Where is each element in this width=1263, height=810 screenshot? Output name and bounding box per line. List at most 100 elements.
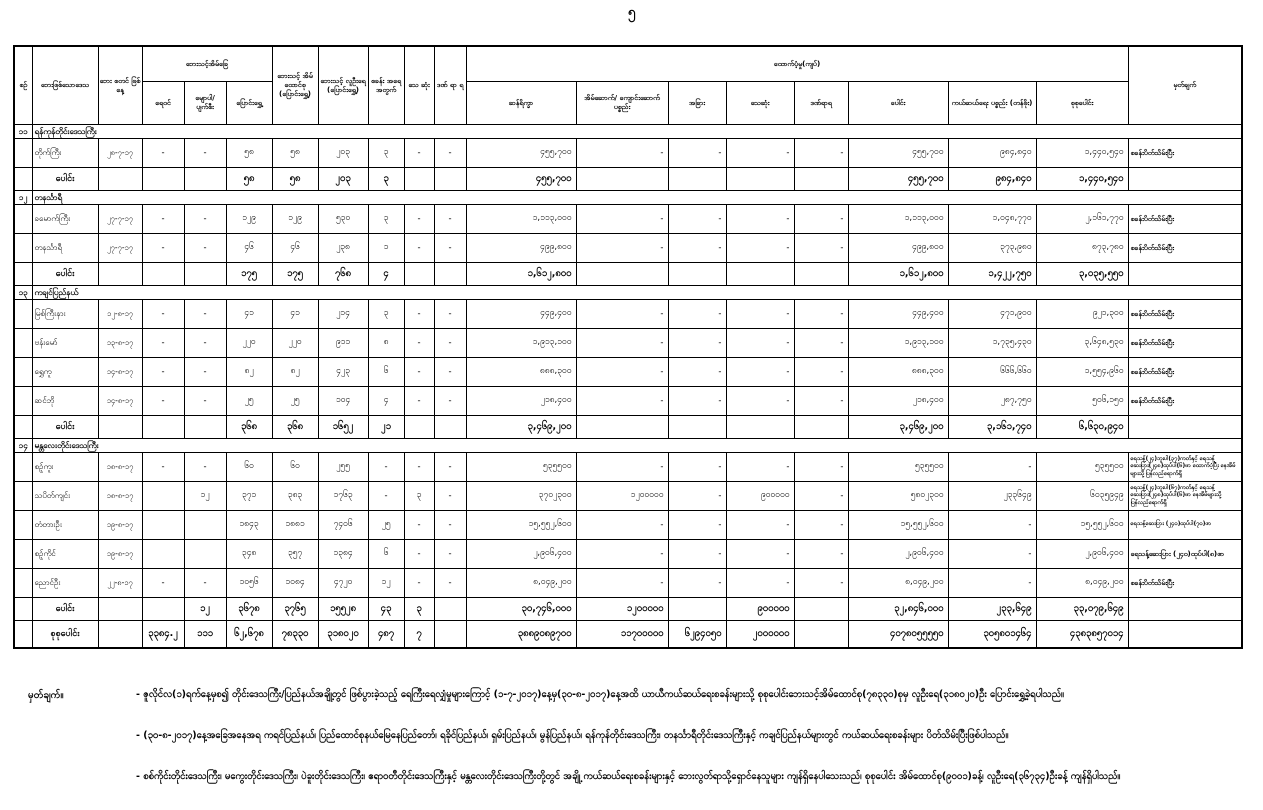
camps-cell: ၄၃ (367, 597, 405, 621)
header-camps: စခန်း အရေ အတွက် (367, 45, 405, 125)
deaths-cell (403, 415, 435, 439)
remark-cell: စခန်းပိတ်သိမ်းပြီး (1127, 204, 1243, 234)
relief-cell: ၃၇၃,၉၈၀ (947, 233, 1037, 263)
relief-cell: ၆၆၆,၆၆၀ (947, 357, 1037, 387)
moved-cell: ၃၆၈ (225, 415, 273, 439)
header-death-support: သေဆုံး (725, 81, 795, 125)
grand-cell: ၃,၆၄၈,၅၃၀ (1035, 328, 1129, 358)
injured-cell: - (433, 233, 467, 263)
damaged-cell: ၁၂ (183, 597, 227, 621)
deaths-cell (403, 167, 435, 191)
construction-cell: - (575, 386, 669, 416)
injured-cell: - (433, 357, 467, 387)
people-cell: ၁၃၈၄ (317, 539, 369, 569)
people-cell: ၁၇၆၃ (317, 481, 369, 511)
remark-cell (1127, 167, 1243, 191)
data-row: စဉ့်ကူး ၁၈-၈-၁၇- -၆၀ ၆၀ ၂၅၅- - -၅၃၅၅၀၀- - - -၅၃၅၅… (13, 452, 1243, 482)
damaged-cell: - (183, 299, 227, 329)
flooded-cell (141, 539, 185, 569)
section-title: မန္တလေးတိုင်းဒေသကြီး (31, 438, 1243, 453)
relief-cell: ၉၈၄,၈၄၀ (947, 138, 1037, 168)
header-deaths: သေ ဆုံး (403, 45, 435, 125)
note-item: - စစ်ကိုင်းတိုင်းဒေသကြီး၊ မကွေးတိုင်းဒေသ… (136, 770, 1121, 782)
death-support-cell: - (725, 539, 795, 569)
other-cell: - (667, 357, 727, 387)
camps-cell: ၂၅ (367, 510, 405, 540)
date-cell (97, 167, 143, 191)
camps-cell: ၁ (367, 233, 405, 263)
section-title: ရန်ကုန်တိုင်းဒေသကြီး (31, 124, 1243, 139)
total-row: ပေါင်း ၃၆၈ ၃၆၈ ၁၆၅၂ ၂၁ ၃,၄၆၉,၂၀၀ ၃,၄၆၉,၂၀၀ ၃,၁၆… (13, 415, 1243, 439)
injured-cell: - (433, 539, 467, 569)
date-cell: ၁၄-၈-၁၇ (97, 386, 143, 416)
total-cell: ၁,၉၁၃,၁၀၀ (847, 328, 949, 358)
rice-cell: ၈,၀၄၉,၂၀၀ (465, 568, 577, 598)
name-cell: စဉ့်ကိုင် (31, 539, 99, 569)
date-cell (97, 620, 143, 649)
households-cell: ၃၇၆၅ (271, 597, 319, 621)
death-support-cell: ၉၀၀၀၀၀ (725, 597, 795, 621)
construction-cell: - (575, 233, 669, 263)
remark-cell: စခန်းပိတ်သိမ်းပြီး (1127, 386, 1243, 416)
section-title-row: ၁၄ မန္တလေးတိုင်းဒေသကြီး (13, 438, 1243, 453)
camps-cell: - (367, 452, 405, 482)
households-cell: ၃၈၃ (271, 481, 319, 511)
injury-support-cell: - (793, 233, 849, 263)
households-cell: ၃၅၇ (271, 539, 319, 569)
date-cell: ၂၇-၇-၁၇ (97, 204, 143, 234)
date-cell: ၁၈-၈-၁၇ (97, 481, 143, 511)
flooded-cell: - (141, 357, 185, 387)
serial-cell (13, 481, 33, 511)
people-cell: ၂၀၃ (317, 167, 369, 191)
notes-body: - ဇူလိုင်လ(၁)ရက်နေ့မှစ၍ တိုင်းဒေသကြီး/ပြ… (136, 688, 1243, 810)
camps-cell: ၆ (367, 539, 405, 569)
grand-cell: ၄၃၈၃၈၅၇၀၁၄ (1035, 620, 1129, 649)
other-cell (667, 262, 727, 286)
moved-cell: ၁၂၉ (225, 204, 273, 234)
households-cell: ၁၇၅ (271, 262, 319, 286)
header-flooded: ရေဝင် (141, 81, 185, 125)
relief-cell: ၃၀၅၈၀၁၄၆၄ (947, 620, 1037, 649)
name-cell: ခမောက်ကြီး (31, 204, 99, 234)
name-cell: ပေါင်း (31, 167, 99, 191)
section-number: ၁၁ (13, 124, 33, 139)
date-cell (97, 262, 143, 286)
rice-cell: ၈၈၈,၃၀၀ (465, 357, 577, 387)
households-cell: ၅၈ (271, 167, 319, 191)
injured-cell (433, 415, 467, 439)
damaged-cell (183, 539, 227, 569)
flooded-cell: - (141, 328, 185, 358)
section-title: တနင်္သာရီ (31, 190, 1243, 205)
injury-support-cell: - (793, 481, 849, 511)
name-cell: သပိတ်ကျင်း (31, 481, 99, 511)
camps-cell: ၃ (367, 167, 405, 191)
construction-cell: - (575, 539, 669, 569)
remark-cell: စခန်းပိတ်သိမ်းပြီး (1127, 357, 1243, 387)
header-group-houses: ဘေးသင့်အိမ်ခြေ (141, 45, 273, 82)
injury-support-cell: - (793, 386, 849, 416)
rice-cell: ၃၀,၇၄၆,၀၀၀ (465, 597, 577, 621)
camps-cell: ၈ (367, 328, 405, 358)
serial-cell (13, 204, 33, 234)
injury-support-cell: - (793, 452, 849, 482)
relief-table: စဉ် ဘေးဖြစ်သောဒေသ ဘေး စတင် ဖြစ်နေ့ ဘေးသင… (13, 45, 1243, 649)
camps-cell: ၄ (367, 386, 405, 416)
relief-cell: - (947, 568, 1037, 598)
construction-cell (575, 167, 669, 191)
death-support-cell: - (725, 233, 795, 263)
data-row: တနင်္သာရီ ၂၇-၇-၁၇- -၄၆ ၄၆ ၂၃၈၁- -၄၉၉,၈၀၀- - - -၄… (13, 233, 1243, 263)
injury-support-cell: - (793, 568, 849, 598)
name-cell: စဉ့်ကူး (31, 452, 99, 482)
injury-support-cell: - (793, 328, 849, 358)
people-cell: ၁၅၅၂၈ (317, 597, 369, 621)
name-cell: ပေါင်း (31, 415, 99, 439)
damaged-cell: - (183, 204, 227, 234)
date-cell: ၂၇-၇-၁၇ (97, 233, 143, 263)
relief-report: စဉ် ဘေးဖြစ်သောဒေသ ဘေး စတင် ဖြစ်နေ့ ဘေးသင… (13, 45, 1243, 649)
injured-cell: - (433, 138, 467, 168)
total-cell: ၁,၁၁၃,၀၀၀ (847, 204, 949, 234)
header-people: ဘေးသင့် လူဦးရေ (ပြောင်းရွှေ့) (317, 45, 369, 125)
name-cell: ဗန်းမော် (31, 328, 99, 358)
death-support-cell: - (725, 452, 795, 482)
households-cell: ၁၂၉ (271, 204, 319, 234)
